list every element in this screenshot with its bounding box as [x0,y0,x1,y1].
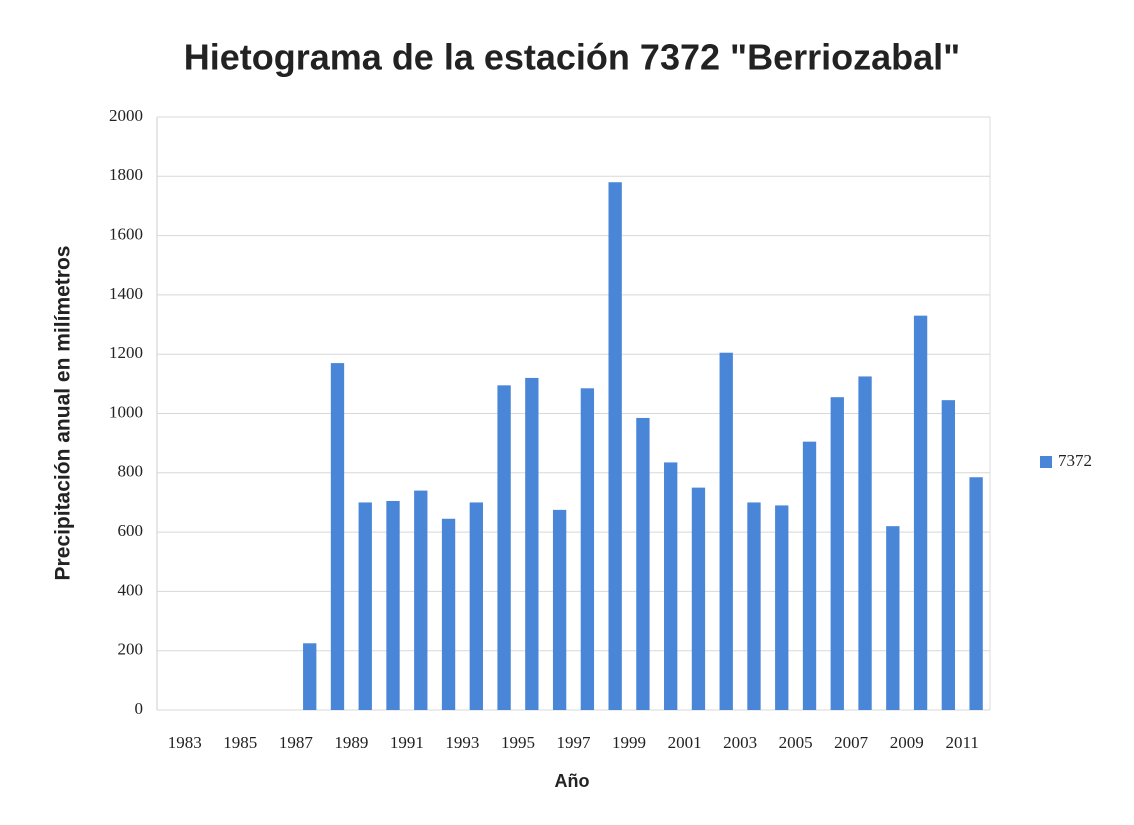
bar [941,400,956,710]
bar [858,376,872,710]
bar [303,643,317,710]
legend-label: 7372 [1058,451,1092,470]
y-tick-label: 600 [118,521,144,540]
x-tick-label: 2007 [834,733,869,752]
y-tick-label: 1000 [109,402,143,421]
bar [886,526,900,710]
x-tick-label: 2005 [779,733,813,752]
bar [580,388,595,710]
bar [775,505,789,710]
x-tick-label: 1999 [612,733,646,752]
bar [497,385,511,710]
x-tick-label: 1983 [168,733,202,752]
x-tick-label: 1989 [334,733,368,752]
bar [441,518,456,710]
bar [691,487,706,710]
x-tick-label: 1993 [445,733,479,752]
y-tick-label: 800 [118,462,144,481]
y-tick-label: 1400 [109,284,143,303]
bar [719,352,733,710]
bar [969,477,983,710]
x-tick-label: 1997 [557,733,592,752]
x-axis-label: Año [555,771,590,791]
bar [552,509,567,710]
bar [608,182,622,711]
y-tick-label: 1200 [109,343,143,362]
y-tick-label: 200 [118,640,144,659]
y-axis-label: Precipitación anual en milímetros [52,246,75,581]
bar [330,363,345,710]
y-tick-label: 1600 [109,225,143,244]
legend-swatch [1040,456,1052,468]
x-tick-label: 1991 [390,733,424,752]
x-tick-label: 1985 [223,733,257,752]
x-tick-label: 2011 [946,733,979,752]
bar [747,502,761,710]
bar [664,462,678,710]
bar [802,441,817,710]
bar [636,417,650,710]
bar [414,490,428,710]
x-tick-label: 2003 [723,733,757,752]
bar [525,377,539,710]
x-tick-label: 2009 [890,733,924,752]
y-tick-label: 400 [118,580,144,599]
bar [469,502,483,710]
x-tick-label: 2001 [668,733,702,752]
bar [358,502,372,710]
x-tick-label: 1995 [501,733,535,752]
bar [386,500,400,710]
bar [913,315,928,710]
x-tick-label: 1987 [279,733,314,752]
y-tick-label: 2000 [109,106,143,125]
y-tick-label: 0 [135,699,144,718]
y-tick-label: 1800 [109,165,143,184]
chart-title: Hietograma de la estación 7372 "Berrioza… [184,37,960,78]
bar [830,397,844,710]
